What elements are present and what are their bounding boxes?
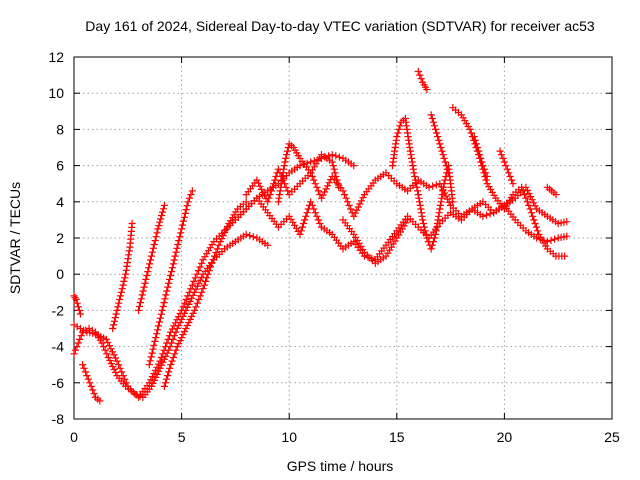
x-tick-label: 0 [70,429,78,445]
data-point-markers [470,133,491,181]
data-point-markers [79,361,104,405]
data-point-markers [427,111,453,177]
data-point-markers [496,147,517,188]
x-axis-label: GPS time / hours [287,458,394,474]
series-sat-track-12 [339,216,412,267]
series-sat-track-11 [274,140,343,206]
data-point-markers [414,67,431,94]
y-tick-label: 12 [48,49,64,65]
data-point-markers [274,140,343,206]
series-sat-track-17 [470,133,491,181]
y-tick-label: 6 [56,158,64,174]
data-point-markers [160,198,250,390]
data-point-markers [135,201,168,314]
series-sat-track-4 [70,292,85,318]
data-point-markers [70,230,272,401]
x-tick-label: 10 [281,429,297,445]
series-sat-track-10 [242,165,571,228]
data-point-markers [145,187,196,369]
data-point-markers [242,165,571,228]
data-point-markers [339,216,412,267]
y-tick-label: -6 [52,375,65,391]
series-sat-track-6 [135,201,168,314]
series-sat-track-2 [70,230,272,401]
y-tick-label: -4 [52,339,65,355]
y-tick-label: -2 [52,302,65,318]
y-tick-label: 4 [56,194,64,210]
series-sat-track-18 [496,147,517,188]
y-tick-label: -8 [52,411,65,427]
data-point-markers [70,292,85,318]
series-sat-track-14 [414,67,431,94]
series-sat-track-7 [145,187,196,369]
series-sat-track-1 [70,151,358,401]
x-tick-label: 15 [389,429,405,445]
y-tick-label: 2 [56,230,64,246]
data-point-markers [70,151,358,401]
data-points [70,67,571,405]
x-tick-label: 20 [497,429,513,445]
data-point-markers [109,219,136,333]
series-sat-track-5 [109,219,136,333]
series-sat-track-19 [543,183,560,199]
y-tick-label: 0 [56,266,64,282]
data-point-markers [543,183,560,199]
x-tick-labels: 0 5 10 15 20 25 [70,429,620,445]
series-sat-track-16 [449,104,569,260]
series-sat-track-3 [79,361,104,405]
chart-title: Day 161 of 2024, Sidereal Day-to-day VTE… [85,18,595,34]
x-tick-label: 25 [604,429,620,445]
y-axis-label: SDTVAR / TECUs [7,182,23,294]
series-sat-track-8 [160,198,250,390]
series-sat-track-15 [427,111,453,177]
x-tick-label: 5 [178,429,186,445]
y-tick-label: 8 [56,121,64,137]
data-point-markers [449,104,569,260]
y-tick-label: 10 [48,85,64,101]
y-tick-labels: -8 -6 -4 -2 0 2 4 6 8 10 12 [48,49,64,427]
